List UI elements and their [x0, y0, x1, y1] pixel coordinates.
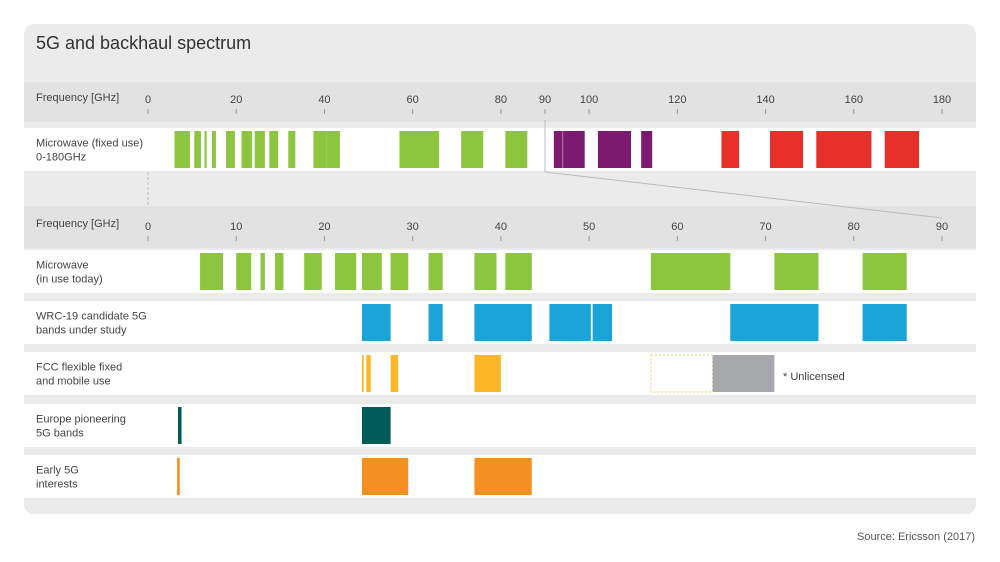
band-bar [769, 131, 804, 168]
band-bar [474, 304, 532, 341]
row-label: Early 5G [36, 465, 79, 477]
band-bar [361, 355, 364, 392]
band-bar [211, 131, 216, 168]
band-bar [361, 253, 382, 290]
band-bar [399, 131, 440, 168]
band-bar [549, 304, 591, 341]
tick-label: 20 [230, 94, 242, 106]
band-bar [862, 304, 907, 341]
band-bar [505, 253, 532, 290]
row-label: bands under study [36, 325, 127, 337]
band-bar [241, 131, 253, 168]
row-label: interests [36, 479, 78, 491]
tick-label: 40 [318, 94, 330, 106]
band-bar [361, 458, 409, 495]
band-bar [461, 131, 484, 168]
tick-label: 160 [845, 94, 863, 106]
row-label: and mobile use [36, 376, 111, 388]
band-bar [269, 131, 279, 168]
band-bar [200, 253, 223, 290]
tick-label: 20 [318, 221, 330, 233]
tick-label: 100 [580, 94, 598, 106]
band-bar [390, 253, 409, 290]
band-bar [288, 131, 296, 168]
axis-label: Frequency [GHz] [36, 218, 119, 230]
band-bar [326, 131, 340, 168]
tick-label: 0 [145, 221, 151, 233]
tick-label: 120 [668, 94, 686, 106]
band-bar [553, 131, 563, 168]
tick-label: 140 [756, 94, 774, 106]
band-bar [721, 131, 740, 168]
zoom-guide-right [544, 171, 943, 219]
band-bar [361, 304, 391, 341]
tick-label: 40 [495, 221, 507, 233]
row-label: Microwave [36, 260, 89, 272]
tick-label: 90 [936, 221, 948, 233]
band-bar [816, 131, 872, 168]
source-note: Source: Ericsson (2017) [857, 531, 975, 543]
axis-strip [24, 82, 976, 122]
tick-label: 70 [759, 221, 771, 233]
band-bar [366, 355, 371, 392]
band-bar [313, 131, 327, 168]
row-label: 5G bands [36, 428, 84, 440]
band-bar [254, 131, 265, 168]
tick-label: 60 [671, 221, 683, 233]
tick-label: 80 [495, 94, 507, 106]
row-label: WRC-19 candidate 5G [36, 311, 147, 323]
band-bar [650, 253, 731, 290]
band-bar [260, 253, 265, 290]
band-bar [862, 253, 907, 290]
row-label: Europe pioneering [36, 414, 126, 426]
row-label: FCC flexible fixed [36, 362, 122, 374]
tick-label: 10 [230, 221, 242, 233]
band-bar [474, 253, 497, 290]
row-label: (in use today) [36, 274, 103, 286]
band-bar [304, 253, 322, 290]
band-bar [174, 131, 190, 168]
unlicensed-note: * Unlicensed [783, 371, 845, 383]
tick-label: 30 [407, 221, 419, 233]
tick-label: 180 [933, 94, 951, 106]
band-bar [335, 253, 357, 290]
tick-label: 60 [407, 94, 419, 106]
band-bar [774, 253, 819, 290]
band-bar [474, 458, 532, 495]
band-bar [884, 131, 920, 168]
band-bar [275, 253, 284, 290]
band-bar [597, 131, 632, 168]
band-bar [474, 355, 501, 392]
tick-label: 80 [848, 221, 860, 233]
row-label: Microwave (fixed use) [36, 138, 143, 150]
band-bar [428, 304, 443, 341]
band-bar [712, 355, 775, 392]
band-bar [390, 355, 399, 392]
chart-title: 5G and backhaul spectrum [36, 33, 251, 53]
axis-strip [24, 206, 976, 248]
band-bar [177, 407, 182, 444]
band-bar [428, 253, 443, 290]
row-background [24, 404, 976, 447]
tick-label: 0 [145, 94, 151, 106]
axis-label: Frequency [GHz] [36, 92, 119, 104]
row-label: 0-180GHz [36, 152, 86, 164]
band-bar [730, 304, 819, 341]
band-bar [641, 131, 653, 168]
band-bar [194, 131, 201, 168]
band-bar [592, 304, 613, 341]
band-bar [563, 131, 585, 168]
band-bar [226, 131, 235, 168]
band-bar [177, 458, 180, 495]
band-bar [236, 253, 252, 290]
tick-label: 90 [539, 94, 551, 106]
band-bar [505, 131, 528, 168]
row-background [24, 250, 976, 293]
band-bar [204, 131, 207, 168]
tick-label: 50 [583, 221, 595, 233]
band-bar [361, 407, 391, 444]
